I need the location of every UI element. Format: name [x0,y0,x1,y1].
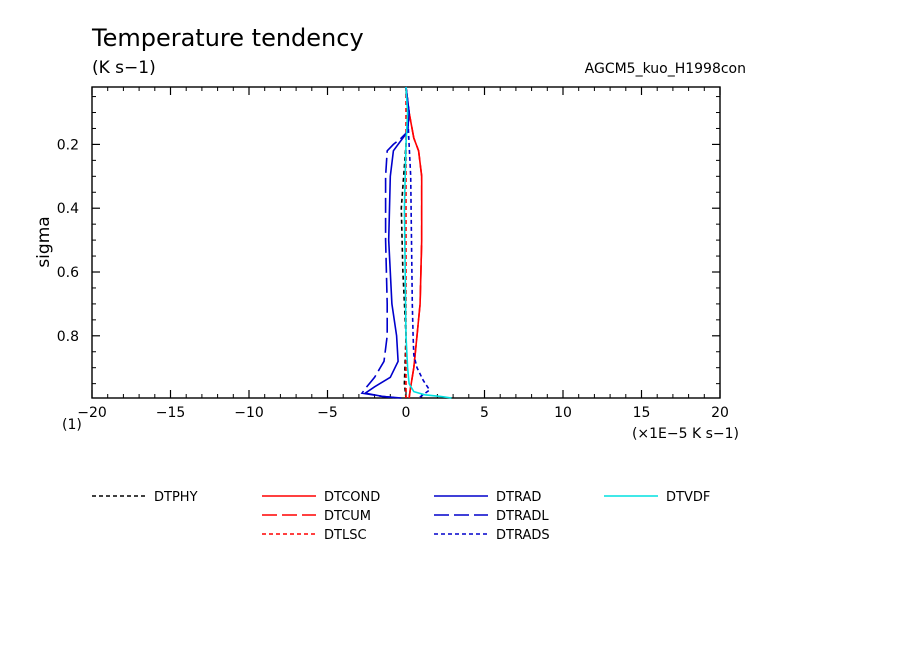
y-tick-label: 0.4 [57,201,79,217]
chart-title: Temperature tendency [91,24,364,52]
x-tick-label: 5 [480,405,489,421]
series-line-dtcond [405,86,423,399]
legend-label-dtcond: DTCOND [324,490,380,505]
y-tick-label: 0.8 [57,329,79,345]
legend-label-dtlsc: DTLSC [324,528,367,543]
series-line-dtcum [405,86,423,399]
legend-label-dtvdf: DTVDF [666,490,710,505]
x-tick-label: 20 [711,405,729,421]
legend-label-dtphy: DTPHY [154,490,198,505]
legend-label-dtradl: DTRADL [496,509,549,524]
y-axis-label: sigma [34,216,54,267]
axis-ticks [91,87,721,398]
x-tick-label: 10 [554,405,572,421]
x-tick-label: −5 [317,405,338,421]
x-tick-label: −10 [234,405,264,421]
x-units-label: (×1E−5 K s−1) [632,426,739,442]
x-tick-label: 0 [402,405,411,421]
y-tick-labels: 0.2 0.4 0.6 0.8 [57,137,79,344]
legend-label-dtrads: DTRADS [496,528,550,543]
series-lines [360,86,452,399]
series-line-dtvdf [403,86,452,399]
legend: DTPHY DTCOND DTCUM DTLSC DTRAD DTRADL DTRADS DT… [92,490,710,543]
y-tick-label: 0.2 [57,137,79,153]
chart-units: (K s−1) [92,58,156,78]
legend-label-dtcum: DTCUM [324,509,371,524]
series-line-dtrads [405,86,431,399]
x-tick-label: −15 [156,405,186,421]
x-tick-label: −20 [77,405,107,421]
y-tick-label: 0.6 [57,265,79,281]
x-tick-labels: −20 −15 −10 −5 0 5 10 15 20 [77,405,729,421]
x-tick-label: 15 [633,405,651,421]
experiment-label: AGCM5_kuo_H1998con [585,61,746,77]
corner-label: (1) [62,417,82,433]
legend-label-dtrad: DTRAD [496,490,541,505]
series-line-dtradl [360,86,410,399]
